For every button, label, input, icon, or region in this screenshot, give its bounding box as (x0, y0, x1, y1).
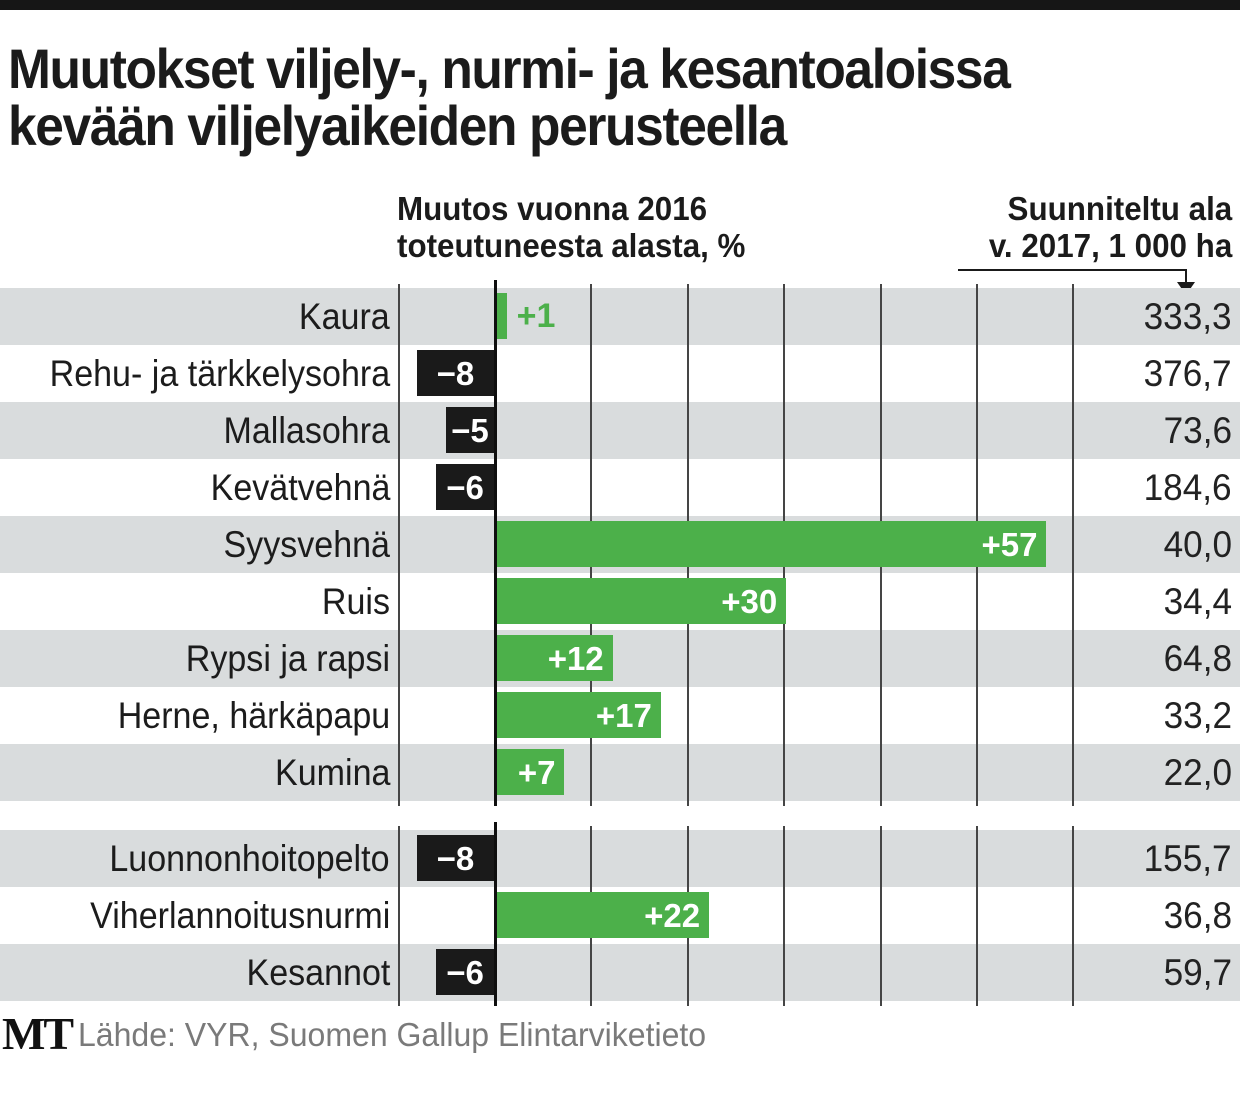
change-bar-label: −8 (436, 355, 475, 392)
gridline (1072, 826, 1075, 1006)
planned-column-arrow-line (958, 269, 1186, 271)
row-label: Syysvehnä (223, 524, 390, 565)
gridline (976, 826, 978, 1006)
row-label: Viherlannoitusnurmi (89, 895, 390, 936)
row-label: Rypsi ja rapsi (185, 638, 390, 679)
change-bar-label: +7 (517, 754, 556, 791)
row-label: Kumina (274, 752, 390, 793)
row-label: Luonnonhoitopelto (109, 838, 390, 879)
chart-row: Kevätvehnä 184,6 −6 (0, 459, 1240, 516)
row-label: Herne, härkäpapu (117, 695, 390, 736)
row-label: Mallasohra (223, 410, 390, 451)
top-bar (0, 0, 1240, 10)
row-label: Rehu- ja tärkkelysohra (49, 353, 390, 394)
planned-area-value: 376,7 (1144, 353, 1232, 394)
gridline (397, 826, 400, 1006)
column-header-planned-line2: v. 2017, 1 000 ha (988, 227, 1232, 264)
change-bar-label: −6 (446, 954, 484, 991)
gridline (783, 826, 786, 1006)
chart-row: Mallasohra 73,6 −5 (0, 402, 1240, 459)
change-bar-label: +17 (595, 697, 652, 734)
chart-row: Kaura 333,3 +1 (0, 288, 1240, 345)
change-bar: +22 (497, 892, 710, 938)
change-bar: +57 (497, 521, 1047, 567)
column-header-change-line1: Muutos vuonna 2016 (397, 190, 708, 227)
planned-area-value: 36,8 (1163, 895, 1232, 936)
chart-row: Kumina 22,0 +7 (0, 744, 1240, 801)
planned-area-value: 155,7 (1144, 838, 1232, 879)
change-bar: +17 (497, 692, 661, 738)
change-bar (497, 293, 507, 339)
gridline (879, 826, 882, 1006)
change-bar-label: +30 (721, 583, 778, 620)
change-bar: +7 (497, 749, 565, 795)
change-bar-label: +57 (981, 526, 1038, 563)
planned-area-value: 22,0 (1163, 752, 1232, 793)
change-bar: −5 (445, 407, 494, 453)
page-title-line1: Muutokset viljely-, nurmi- ja kesantoalo… (8, 37, 1011, 100)
row-label: Kaura (299, 296, 390, 337)
chart-row: Ruis 34,4 +30 (0, 573, 1240, 630)
row-stripe (0, 288, 1240, 345)
column-header-change: Muutos vuonna 2016 toteutuneesta alasta,… (397, 190, 745, 264)
page-title-line2: kevään viljelyaikeiden perusteella (8, 94, 787, 157)
mt-logo: MT (2, 1008, 74, 1059)
change-bar: −6 (436, 949, 494, 995)
change-bar: −8 (416, 350, 494, 396)
row-stripe (0, 630, 1240, 687)
change-bar-label: +22 (644, 897, 701, 934)
row-label: Kevätvehnä (210, 467, 390, 508)
change-bar-label: −8 (436, 840, 475, 877)
row-stripe (0, 944, 1240, 1001)
planned-area-value: 40,0 (1163, 524, 1232, 565)
change-bar: +30 (497, 578, 787, 624)
chart-row: Rehu- ja tärkkelysohra 376,7 −8 (0, 345, 1240, 402)
row-stripe (0, 830, 1240, 887)
zero-axis-line (493, 822, 497, 1006)
change-bar-label: +12 (547, 640, 604, 677)
change-bar-label: +1 (516, 297, 556, 335)
change-bar: −8 (416, 835, 494, 881)
chart-row: Viherlannoitusnurmi 36,8 +22 (0, 887, 1240, 944)
planned-area-value: 333,3 (1144, 296, 1232, 337)
page-title: Muutokset viljely-, nurmi- ja kesantoalo… (8, 37, 1011, 157)
chart-row: Kesannot 59,7 −6 (0, 944, 1240, 1001)
chart-row: Rypsi ja rapsi 64,8 +12 (0, 630, 1240, 687)
row-stripe (0, 402, 1240, 459)
chart-row: Syysvehnä 40,0 +57 (0, 516, 1240, 573)
change-bar: +12 (497, 635, 613, 681)
row-label: Ruis (321, 581, 390, 622)
row-stripe (0, 744, 1240, 801)
planned-area-value: 64,8 (1163, 638, 1232, 679)
chart-row: Herne, härkäpapu 33,2 +17 (0, 687, 1240, 744)
row-label: Kesannot (246, 952, 390, 993)
zero-axis-line (493, 280, 497, 806)
planned-area-value: 73,6 (1163, 410, 1232, 451)
gridline (1072, 284, 1075, 806)
planned-area-value: 33,2 (1163, 695, 1232, 736)
planned-area-value: 184,6 (1144, 467, 1232, 508)
change-bar-label: −6 (446, 469, 484, 506)
column-header-planned: Suunniteltu ala v. 2017, 1 000 ha (989, 190, 1232, 264)
planned-area-value: 59,7 (1163, 952, 1232, 993)
change-bar-label: −5 (451, 412, 489, 449)
planned-column-arrow-stem (1185, 269, 1187, 283)
planned-area-value: 34,4 (1163, 581, 1232, 622)
source-text: Lähde: VYR, Suomen Gallup Elintarviketie… (78, 1016, 707, 1053)
chart-row: Luonnonhoitopelto 155,7 −8 (0, 830, 1240, 887)
change-bar: −6 (436, 464, 494, 510)
gridline (397, 284, 400, 806)
column-header-change-line2: toteutuneesta alasta, % (397, 227, 746, 264)
column-header-planned-line1: Suunniteltu ala (1007, 190, 1232, 227)
